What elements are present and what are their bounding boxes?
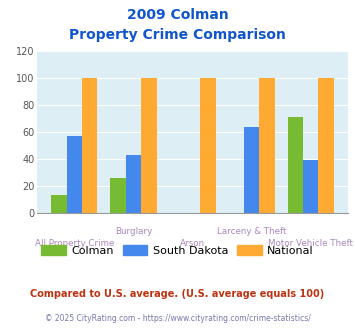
Bar [141, 78, 157, 213]
Bar [110, 178, 126, 213]
Text: Motor Vehicle Theft: Motor Vehicle Theft [268, 239, 353, 248]
Bar [288, 117, 303, 213]
Bar [67, 136, 82, 213]
Bar [260, 78, 275, 213]
Text: Compared to U.S. average. (U.S. average equals 100): Compared to U.S. average. (U.S. average … [31, 289, 324, 299]
Legend: Colman, South Dakota, National: Colman, South Dakota, National [37, 240, 318, 260]
Text: 2009 Colman: 2009 Colman [127, 8, 228, 22]
Text: All Property Crime: All Property Crime [35, 239, 114, 248]
Text: © 2025 CityRating.com - https://www.cityrating.com/crime-statistics/: © 2025 CityRating.com - https://www.city… [45, 314, 310, 323]
Text: Burglary: Burglary [115, 227, 152, 236]
Bar [82, 78, 98, 213]
Text: Larceny & Theft: Larceny & Theft [217, 227, 286, 236]
Bar [200, 78, 215, 213]
Bar [244, 127, 260, 213]
Bar [51, 195, 67, 213]
Bar [318, 78, 334, 213]
Bar [126, 155, 141, 213]
Bar [303, 160, 318, 213]
Text: Property Crime Comparison: Property Crime Comparison [69, 28, 286, 42]
Text: Arson: Arson [180, 239, 205, 248]
